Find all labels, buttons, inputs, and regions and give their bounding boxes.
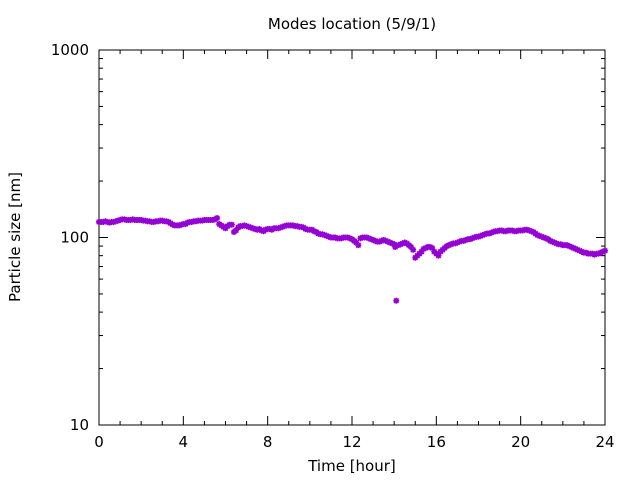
data-point (553, 240, 560, 247)
data-point (460, 237, 467, 244)
data-point (365, 235, 372, 242)
data-point (325, 233, 332, 240)
data-point (357, 235, 364, 242)
data-point (454, 239, 461, 246)
x-tick-label: 4 (179, 433, 189, 451)
data-point (395, 242, 402, 249)
data-point (392, 243, 399, 250)
data-point (393, 297, 400, 304)
data-point (401, 239, 408, 246)
data-point (420, 245, 427, 252)
data-point (445, 242, 452, 249)
data-point (572, 245, 579, 252)
x-tick-label: 12 (342, 433, 361, 451)
y-axis: 10 100 1000 (51, 41, 605, 434)
data-point (471, 234, 478, 241)
data-point (372, 237, 379, 244)
data-points (96, 215, 608, 304)
data-point (448, 241, 455, 248)
data-point (469, 235, 476, 242)
x-axis-label: Time [hour] (307, 457, 396, 475)
data-point (408, 243, 415, 250)
plot-frame (98, 49, 606, 426)
data-point (389, 240, 396, 247)
data-point (551, 239, 558, 246)
y-tick-label: 1000 (51, 41, 89, 59)
data-point (332, 234, 339, 241)
y-axis-label: Particle size [nm] (6, 172, 24, 302)
data-point (382, 237, 389, 244)
data-point (410, 246, 417, 253)
data-point (540, 234, 547, 241)
data-point (547, 237, 554, 244)
data-point (233, 227, 240, 234)
data-point (380, 236, 387, 243)
data-point (363, 234, 370, 241)
data-point (566, 243, 573, 250)
data-point (427, 243, 434, 250)
data-point (452, 240, 459, 247)
data-point (597, 249, 604, 256)
data-point (542, 235, 549, 242)
data-point (422, 244, 429, 251)
data-point (367, 236, 374, 243)
data-point (462, 236, 469, 243)
data-point (386, 239, 393, 246)
data-point (370, 236, 377, 243)
data-point (323, 232, 330, 239)
data-point (338, 235, 345, 242)
data-point (475, 233, 482, 240)
x-tick-label: 0 (94, 433, 104, 451)
data-point (599, 248, 606, 255)
y-tick-label: 100 (60, 229, 89, 247)
data-point (429, 244, 436, 251)
x-axis: 0 4 8 12 16 20 24 (94, 50, 615, 451)
data-point (574, 246, 581, 253)
data-point (443, 243, 450, 250)
data-point (538, 233, 545, 240)
y-tick-label: 10 (70, 416, 89, 434)
data-point (456, 238, 463, 245)
chart-title: Modes location (5/9/1) (268, 15, 436, 33)
data-point (399, 240, 406, 247)
data-point (397, 241, 404, 248)
data-point (570, 244, 577, 251)
data-point (344, 234, 351, 241)
x-tick-label: 16 (427, 433, 446, 451)
data-point (578, 248, 585, 255)
data-point (346, 235, 353, 242)
data-point (557, 241, 564, 248)
data-point (467, 236, 474, 243)
data-point (228, 221, 235, 228)
data-point (435, 252, 442, 259)
data-point (384, 238, 391, 245)
data-point (376, 238, 383, 245)
data-point (564, 242, 571, 249)
data-point (576, 247, 583, 254)
x-tick-label: 8 (263, 433, 273, 451)
data-point (568, 243, 575, 250)
data-point (353, 239, 360, 246)
x-tick-label: 20 (511, 433, 530, 451)
data-point (355, 242, 362, 249)
data-point (214, 215, 221, 222)
data-point (549, 238, 556, 245)
data-point (418, 248, 425, 255)
data-point (602, 247, 608, 254)
data-point (536, 232, 543, 239)
data-point (391, 241, 398, 248)
data-point (378, 237, 385, 244)
x-tick-label: 24 (595, 433, 614, 451)
